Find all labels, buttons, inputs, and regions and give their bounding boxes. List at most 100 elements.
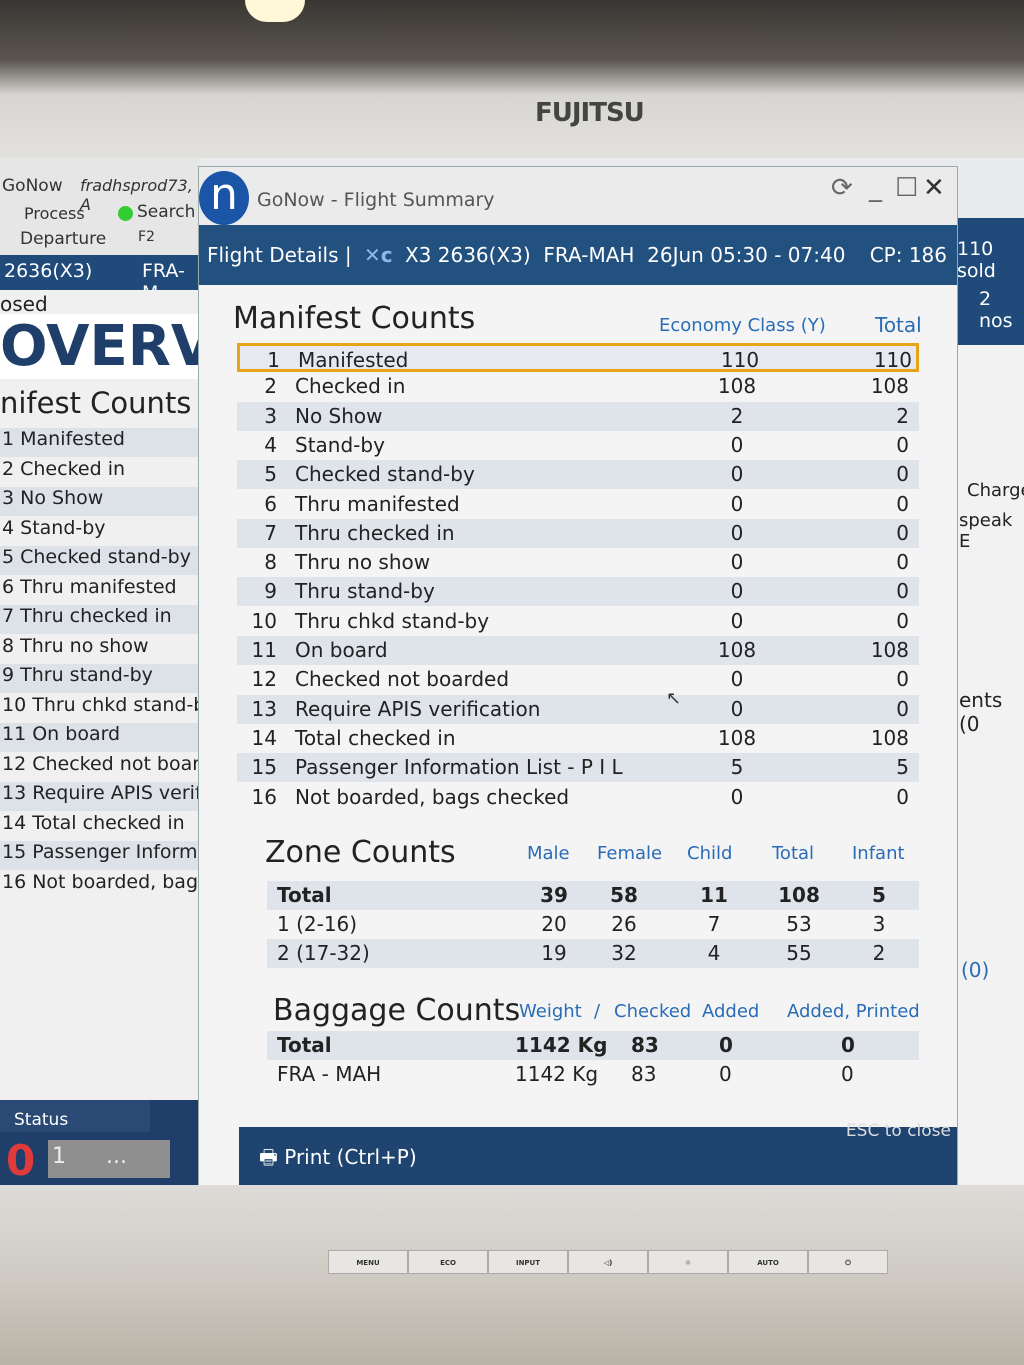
zone-row[interactable]: Total 39 58 11 108 5	[267, 881, 919, 910]
bg-ents[interactable]: ents (0	[959, 688, 1003, 736]
bg-list-item[interactable]: 7 Thru checked in	[0, 605, 230, 634]
row-number: 5	[264, 462, 277, 487]
row-label: Checked in	[295, 374, 406, 399]
bg-list-item[interactable]: 4 Stand-by	[2, 516, 106, 539]
row-label: Thru no show	[295, 550, 431, 575]
flight-details-bar: Flight Details | ✕c X3 2636(X3) FRA-MAH …	[199, 225, 957, 285]
zone-value: 53	[786, 912, 812, 936]
manifest-row[interactable]: 15 Passenger Information List - P I L 5 5	[237, 753, 919, 783]
bg-right-header: 110 sold 2 nos	[955, 218, 1024, 345]
manifest-row[interactable]: 12 Checked not boarded 0 0	[237, 665, 919, 694]
bg-list-item[interactable]: 5 Checked stand-by	[0, 546, 230, 575]
zone-row[interactable]: 2 (17-32) 19 32 4 55 2	[267, 939, 919, 968]
baggage-weight: 1142 Kg	[515, 1062, 599, 1086]
minimize-icon[interactable]: _	[869, 173, 882, 203]
bg-process-menu[interactable]: Process	[24, 204, 85, 223]
manifest-row[interactable]: 1 Manifested 110 110	[237, 343, 919, 372]
dialog-footer: 🖶 Print (Ctrl+P) ESC to close	[239, 1121, 957, 1188]
bg-list-item[interactable]: 10 Thru chkd stand-by	[2, 693, 217, 716]
more-icon[interactable]: ...	[106, 1144, 127, 1169]
bg-list-item[interactable]: 12 Checked not boarde	[2, 752, 224, 775]
manifest-row[interactable]: 13 Require APIS verification 0 0	[237, 694, 919, 724]
total-count: 108	[870, 374, 909, 399]
bg-list-item[interactable]: 9 Thru stand-by	[0, 664, 230, 693]
row-label: Thru checked in	[295, 520, 455, 545]
monitor-button[interactable]: AUTO	[728, 1250, 808, 1274]
monitor-button[interactable]: MENU	[328, 1250, 408, 1274]
row-number: 6	[264, 491, 277, 516]
bg-list-item[interactable]: 16 Not boarded, bags c	[2, 870, 225, 893]
maximize-icon[interactable]: ☐	[895, 173, 919, 203]
baggage-printed: 0	[841, 1062, 854, 1086]
manifest-row[interactable]: 3 No Show 2 2	[237, 401, 919, 431]
refresh-icon[interactable]: ⟳	[831, 173, 853, 203]
bg-list-item[interactable]: 3 No Show	[0, 487, 230, 516]
total-count: 0	[896, 462, 909, 487]
zone-col-header: Male	[527, 843, 570, 864]
bg-list-item[interactable]: 13 Require APIS verific	[0, 782, 230, 811]
row-number: 11	[251, 638, 277, 662]
bg-list-item[interactable]: 2 Checked in	[2, 457, 126, 480]
manifest-row[interactable]: 2 Checked in 108 108	[237, 372, 919, 401]
bg-section-title: nifest Counts	[0, 386, 192, 420]
total-count: 108	[870, 725, 909, 750]
dialog-title: GoNow - Flight Summary	[257, 189, 495, 211]
esc-hint: ESC to close	[845, 1121, 951, 1141]
print-button[interactable]: 🖶 Print (Ctrl+P)	[259, 1143, 417, 1177]
bg-list-item[interactable]: 15 Passenger Informat	[0, 841, 230, 870]
bg-list-item[interactable]: 11 On board	[0, 723, 230, 752]
cp-value: CP: 186	[869, 243, 947, 267]
bg-list-item[interactable]: 6 Thru manifested	[2, 575, 177, 598]
zone-value: 2	[872, 941, 886, 965]
monitor-button[interactable]: INPUT	[488, 1250, 568, 1274]
economy-count: 0	[730, 608, 744, 633]
row-label: Checked not boarded	[295, 667, 510, 692]
bg-list-item[interactable]: 8 Thru no show	[2, 634, 149, 657]
bg-list-item[interactable]: 1 Manifested	[0, 428, 230, 457]
bg-search-button[interactable]: Search	[137, 202, 196, 222]
row-label: Thru stand-by	[295, 579, 435, 604]
manifest-row[interactable]: 10 Thru chkd stand-by 0 0	[237, 607, 919, 636]
bg-nos: 2 nos	[979, 288, 1013, 332]
manifest-row[interactable]: 4 Stand-by 0 0	[237, 431, 919, 460]
bg-flight: 2636(X3)	[4, 260, 93, 282]
manifest-row[interactable]: 11 On board 108 108	[237, 636, 919, 665]
dialog-titlebar: n GoNow - Flight Summary ⟳ _ ☐ ✕	[199, 167, 957, 225]
monitor-button[interactable]: ⏻	[808, 1250, 888, 1274]
bg-zero[interactable]: (0)	[961, 958, 990, 982]
baggage-row[interactable]: Total 1142 Kg 83 0 0	[267, 1031, 919, 1060]
bg-status-box[interactable]: 1...	[48, 1140, 170, 1178]
monitor-button[interactable]: ◁)	[568, 1250, 648, 1274]
bg-right-panel: 110 sold 2 nos Charge speak E ents (0 (0)	[955, 218, 1024, 1188]
flight-details-label: Flight Details |	[207, 243, 352, 267]
baggage-row[interactable]: FRA - MAH 1142 Kg 83 0 0	[267, 1060, 919, 1089]
close-icon[interactable]: ✕	[923, 173, 945, 203]
zone-value: 39	[540, 883, 568, 907]
economy-count: 0	[730, 491, 744, 516]
bg-departure-key: F2	[138, 229, 155, 245]
zone-row[interactable]: 1 (2-16) 20 26 7 53 3	[267, 910, 919, 939]
manifest-row[interactable]: 8 Thru no show 0 0	[237, 548, 919, 577]
manifest-row[interactable]: 7 Thru checked in 0 0	[237, 518, 919, 548]
economy-count: 0	[730, 432, 744, 457]
zone-title: Zone Counts	[265, 835, 456, 870]
row-number: 7	[264, 520, 277, 545]
baggage-col-header: Added, Printed	[787, 1001, 920, 1022]
bg-departure[interactable]: Departure	[20, 229, 107, 249]
manifest-row[interactable]: 5 Checked stand-by 0 0	[237, 460, 919, 490]
monitor-button[interactable]: ☼	[648, 1250, 728, 1274]
bg-list-item[interactable]: 14 Total checked in	[2, 811, 185, 834]
monitor-button[interactable]: ECO	[408, 1250, 488, 1274]
monitor-bezel-top	[0, 0, 1024, 160]
row-label: Thru chkd stand-by	[295, 608, 490, 633]
economy-count: 108	[717, 374, 757, 399]
zone-value: 32	[611, 941, 637, 965]
manifest-row[interactable]: 14 Total checked in 108 108	[237, 724, 919, 753]
manifest-row[interactable]: 16 Not boarded, bags checked 0 0	[237, 783, 919, 812]
monitor-bezel-bottom	[0, 1185, 1024, 1365]
baggage-label: FRA - MAH	[277, 1062, 382, 1086]
bg-status-tab[interactable]: Status	[0, 1100, 150, 1132]
manifest-row[interactable]: 9 Thru stand-by 0 0	[237, 577, 919, 607]
manifest-row[interactable]: 6 Thru manifested 0 0	[237, 490, 919, 519]
row-number: 2	[264, 374, 277, 399]
